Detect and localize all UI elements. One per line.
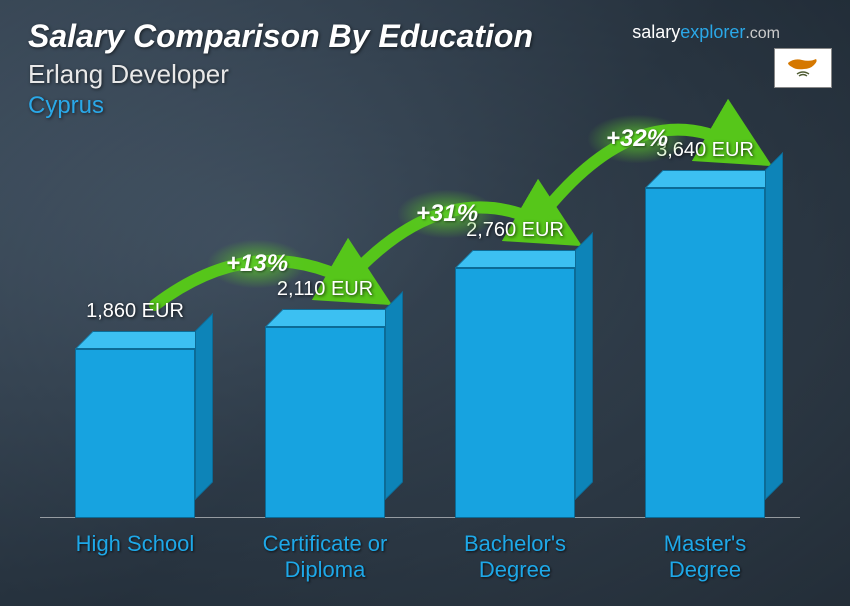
brand-part-2: explorer — [680, 22, 745, 42]
bar-category-label: High School — [40, 531, 230, 582]
bar — [455, 268, 575, 518]
bar-category-label: Master'sDegree — [610, 531, 800, 582]
job-title: Erlang Developer — [28, 59, 533, 90]
bar-value-label: 1,860 EUR — [86, 300, 184, 323]
increase-badge: +31% — [398, 190, 496, 238]
bar-category-label: Certificate orDiploma — [230, 531, 420, 582]
increase-badge: +13% — [208, 240, 306, 288]
bar — [645, 188, 765, 518]
bar — [75, 349, 195, 518]
page-title: Salary Comparison By Education — [28, 18, 533, 55]
country-flag-icon — [774, 48, 832, 88]
header: Salary Comparison By Education Erlang De… — [28, 18, 533, 120]
brand-part-3: .com — [745, 25, 780, 42]
bar-category-label: Bachelor'sDegree — [420, 531, 610, 582]
brand-part-1: salary — [632, 22, 680, 42]
brand-logo: salaryexplorer.com — [632, 22, 780, 43]
bar — [265, 327, 385, 518]
country-name: Cyprus — [28, 92, 533, 120]
increase-badge: +32% — [588, 115, 686, 163]
